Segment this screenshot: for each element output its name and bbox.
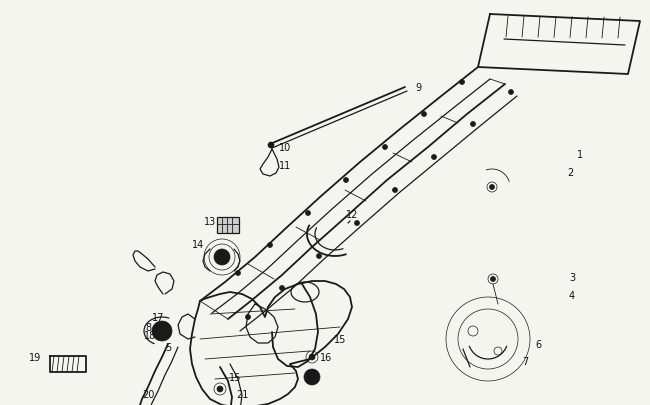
Circle shape	[280, 286, 285, 291]
Circle shape	[217, 386, 223, 392]
Circle shape	[354, 221, 359, 226]
Text: 18: 18	[144, 330, 156, 340]
Text: 17: 17	[306, 369, 318, 379]
Text: 14: 14	[192, 239, 204, 249]
Circle shape	[460, 80, 465, 85]
Bar	[217, 217, 239, 233]
Circle shape	[152, 321, 172, 341]
Text: 2: 2	[567, 168, 573, 177]
Text: 1: 1	[577, 149, 583, 160]
Text: 13: 13	[204, 216, 216, 226]
Text: 8: 8	[145, 322, 151, 332]
Text: 16: 16	[320, 352, 332, 362]
Circle shape	[508, 90, 514, 95]
Circle shape	[309, 354, 315, 360]
Circle shape	[393, 188, 398, 193]
Text: 15: 15	[334, 334, 346, 344]
Text: 12: 12	[346, 209, 358, 220]
Circle shape	[343, 178, 348, 183]
Circle shape	[306, 211, 311, 216]
Text: 17: 17	[152, 312, 164, 322]
Text: 10: 10	[279, 143, 291, 153]
Text: 3: 3	[569, 272, 575, 282]
Circle shape	[304, 369, 320, 385]
Circle shape	[317, 254, 322, 259]
Text: 9: 9	[415, 83, 421, 93]
Text: 5: 5	[165, 342, 171, 352]
Text: 20: 20	[142, 389, 154, 399]
Circle shape	[421, 112, 426, 117]
Circle shape	[246, 315, 250, 320]
Circle shape	[214, 249, 230, 265]
Circle shape	[491, 277, 495, 282]
Text: 19: 19	[29, 352, 41, 362]
Text: 4: 4	[569, 290, 575, 300]
Circle shape	[471, 122, 476, 127]
Text: 6: 6	[535, 339, 541, 349]
Circle shape	[382, 145, 387, 150]
Circle shape	[235, 271, 240, 276]
Text: 15: 15	[229, 372, 241, 382]
Circle shape	[268, 243, 272, 248]
Circle shape	[432, 155, 437, 160]
Circle shape	[489, 185, 495, 190]
Text: 21: 21	[236, 389, 248, 399]
Text: 7: 7	[522, 356, 528, 366]
Circle shape	[268, 143, 274, 149]
Text: 11: 11	[279, 161, 291, 171]
